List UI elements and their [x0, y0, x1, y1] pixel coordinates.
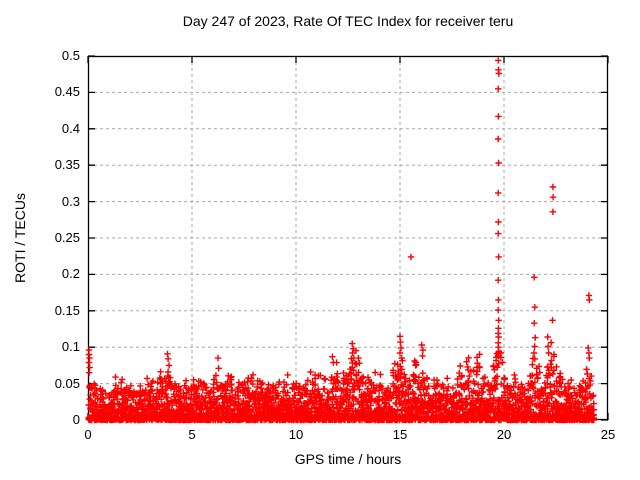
y-tick-label: 0.35 [54, 157, 80, 173]
x-tick-label: 10 [288, 427, 304, 442]
x-axis-title: GPS time / hours [294, 451, 402, 467]
y-tick-label: 0.3 [61, 193, 80, 209]
chart-title: Day 247 of 2023, Rate Of TEC Index for r… [182, 13, 514, 29]
y-tick-label: 0.2 [61, 266, 80, 282]
y-tick-label: 0.45 [54, 84, 80, 100]
x-tick-label: 20 [496, 427, 512, 442]
x-tick-label: 25 [600, 427, 616, 442]
y-tick-label: 0.1 [61, 339, 80, 355]
y-tick-label: 0.15 [54, 302, 80, 318]
data-markers [85, 57, 597, 424]
y-tick-label: 0.4 [61, 120, 80, 136]
x-tick-label: 0 [84, 427, 92, 442]
y-tick-label: 0.25 [54, 230, 80, 245]
y-tick-label: 0.05 [54, 375, 80, 391]
x-tick-label: 15 [392, 427, 408, 442]
x-tick-label: 5 [188, 427, 196, 442]
y-tick-label: 0 [72, 412, 80, 427]
y-tick-label: 0.5 [61, 48, 80, 63]
